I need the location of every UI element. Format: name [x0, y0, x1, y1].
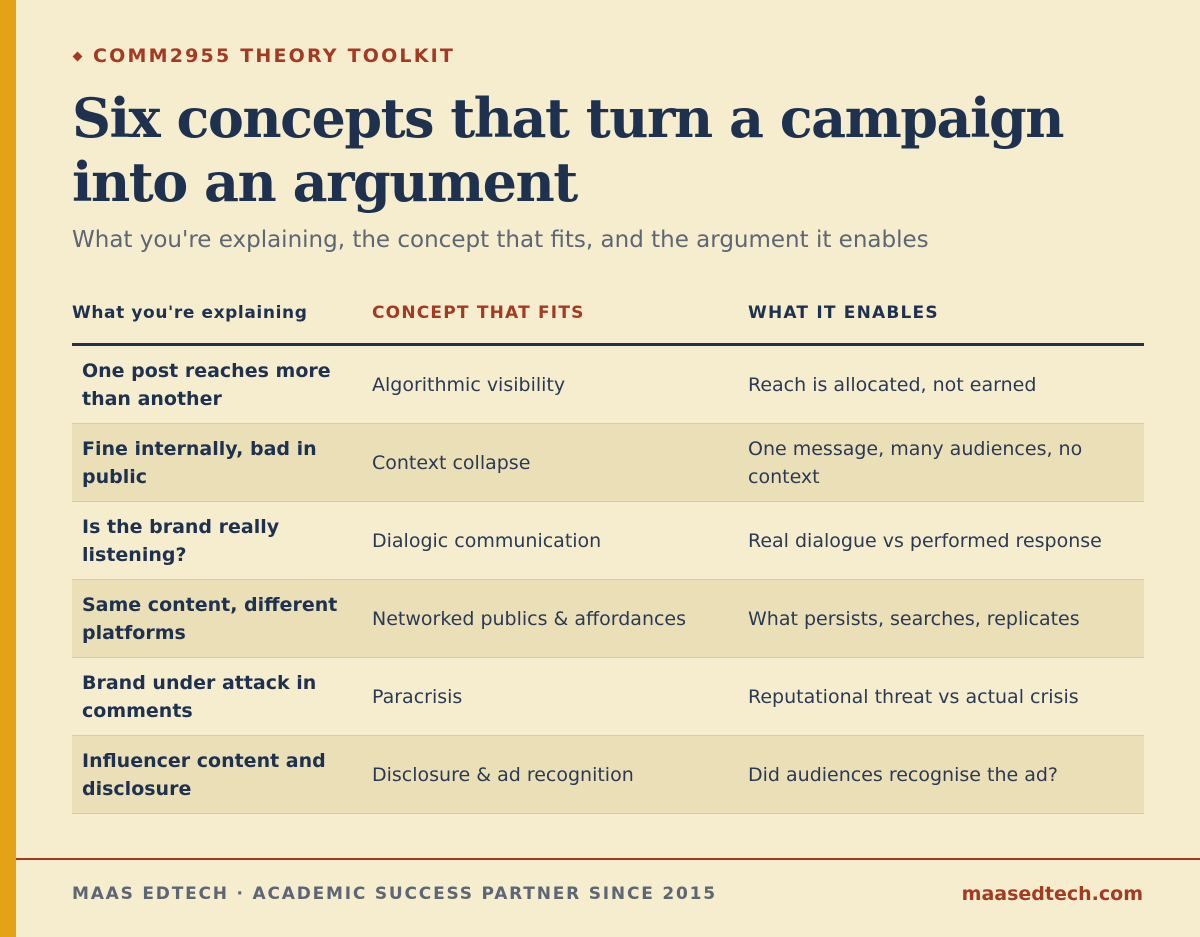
footer-divider — [16, 858, 1200, 860]
diamond-icon — [72, 51, 83, 61]
page-title: Six concepts that turn a campaign into a… — [72, 86, 1065, 214]
concept-cell: Dialogic communication — [362, 501, 748, 580]
enables-cell: Reach is allocated, not earned — [748, 344, 1144, 424]
concepts-table: What you're explaining CONCEPT THAT FITS… — [72, 282, 1144, 814]
situation-cell: Same content, different platforms — [72, 579, 362, 658]
situation-cell: Fine internally, bad in public — [72, 423, 362, 502]
concept-cell: Disclosure & ad recognition — [362, 735, 748, 814]
footer-tagline: MAAS EDTECH · ACADEMIC SUCCESS PARTNER S… — [72, 884, 717, 904]
enables-cell: Did audiences recognise the ad? — [748, 735, 1144, 814]
table-row: Is the brand really listening? Dialogic … — [72, 501, 1144, 580]
situation-cell: One post reaches more than another — [72, 344, 362, 424]
eyebrow: COMM2955 THEORY TOOLKIT — [72, 45, 455, 67]
concept-cell: Paracrisis — [362, 657, 748, 736]
table-row: One post reaches more than another Algor… — [72, 344, 1144, 424]
situation-cell: Is the brand really listening? — [72, 501, 362, 580]
situation-cell: Brand under attack in comments — [72, 657, 362, 736]
concept-cell: Networked publics & affordances — [362, 579, 748, 658]
enables-cell: One message, many audiences, no context — [748, 423, 1144, 502]
table-row: Fine internally, bad in public Context c… — [72, 423, 1144, 502]
enables-cell: What persists, searches, replicates — [748, 579, 1144, 658]
table-row: Same content, different platforms Networ… — [72, 579, 1144, 658]
situation-cell: Influencer content and disclosure — [72, 735, 362, 814]
column-header-enables: WHAT IT ENABLES — [748, 282, 1144, 346]
table-row: Brand under attack in comments Paracrisi… — [72, 657, 1144, 736]
enables-cell: Real dialogue vs performed response — [748, 501, 1144, 580]
column-header-concept: CONCEPT THAT FITS — [362, 282, 748, 346]
eyebrow-text: COMM2955 THEORY TOOLKIT — [93, 45, 456, 67]
concept-cell: Context collapse — [362, 423, 748, 502]
left-accent-bar — [0, 0, 16, 937]
table-row: Influencer content and disclosure Disclo… — [72, 735, 1144, 814]
page-subtitle: What you're explaining, the concept that… — [72, 227, 929, 253]
column-header-situation: What you're explaining — [72, 282, 362, 346]
enables-cell: Reputational threat vs actual crisis — [748, 657, 1144, 736]
concept-cell: Algorithmic visibility — [362, 344, 748, 424]
table-header-row: What you're explaining CONCEPT THAT FITS… — [72, 282, 1144, 346]
footer-website-link[interactable]: maasedtech.com — [961, 883, 1143, 905]
